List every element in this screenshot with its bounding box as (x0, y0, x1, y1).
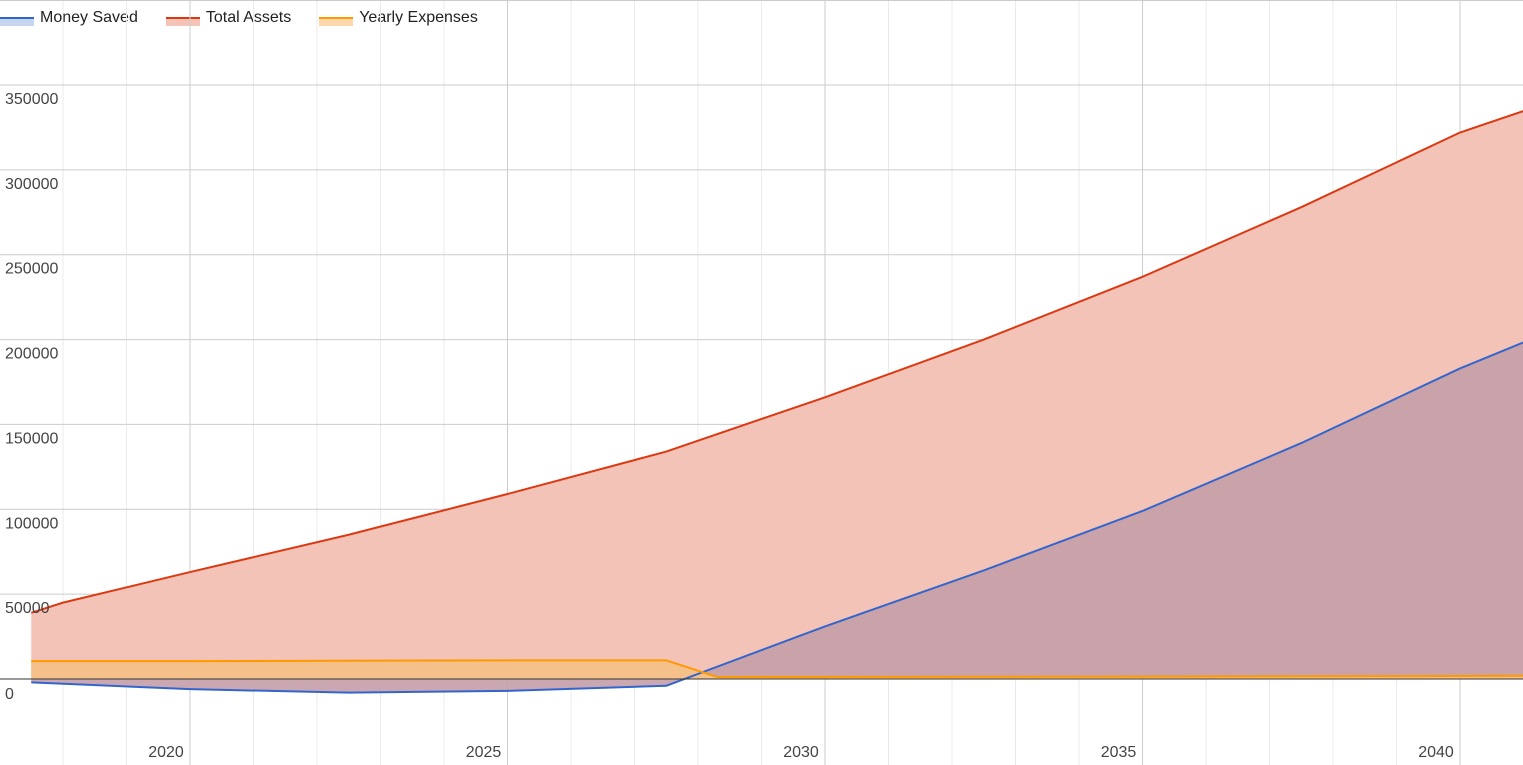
legend-swatch-yearly-expenses (319, 10, 354, 26)
x-tick-label: 2030 (783, 744, 819, 761)
line-money-saved (31, 341, 1523, 694)
y-tick-label: 250000 (5, 261, 58, 278)
y-tick-label: 200000 (5, 346, 58, 363)
series-lines (30, 110, 1523, 694)
series-areas (31, 111, 1523, 693)
y-tick-label: 350000 (5, 91, 58, 108)
area-money-saved (31, 342, 1523, 693)
x-tick-label: 2040 (1418, 744, 1454, 761)
legend-label-total-assets: Total Assets (205, 9, 292, 26)
y-tick-label: 100000 (5, 515, 58, 532)
legend: Money Saved Total Assets Yearly Expenses (0, 9, 506, 27)
legend-swatch-money-saved (0, 10, 34, 26)
x-axis-labels: 2020 2025 2030 2035 2040 (148, 744, 1454, 761)
legend-item-total-assets[interactable]: Total Assets (165, 9, 292, 27)
y-tick-label: 300000 (5, 176, 58, 193)
area-yearly-expenses (31, 660, 1523, 679)
y-tick-label: 150000 (5, 430, 58, 447)
legend-swatch-total-assets (165, 10, 200, 26)
x-tick-label: 2020 (148, 744, 184, 761)
legend-item-yearly-expenses[interactable]: Yearly Expenses (319, 9, 478, 27)
legend-item-money-saved[interactable]: Money Saved (0, 9, 138, 27)
line-total-assets (30, 110, 1523, 614)
x-tick-label: 2025 (466, 744, 502, 761)
legend-label-yearly-expenses: Yearly Expenses (359, 9, 478, 26)
y-axis-labels: 0 50000 100000 150000 200000 250000 300000 3500… (5, 91, 58, 703)
y-tick-label: 0 (5, 686, 14, 703)
y-tick-label: 50000 (5, 600, 50, 617)
legend-label-money-saved: Money Saved (40, 9, 138, 26)
x-tick-label: 2035 (1101, 744, 1137, 761)
line-yearly-expenses (31, 659, 1523, 678)
